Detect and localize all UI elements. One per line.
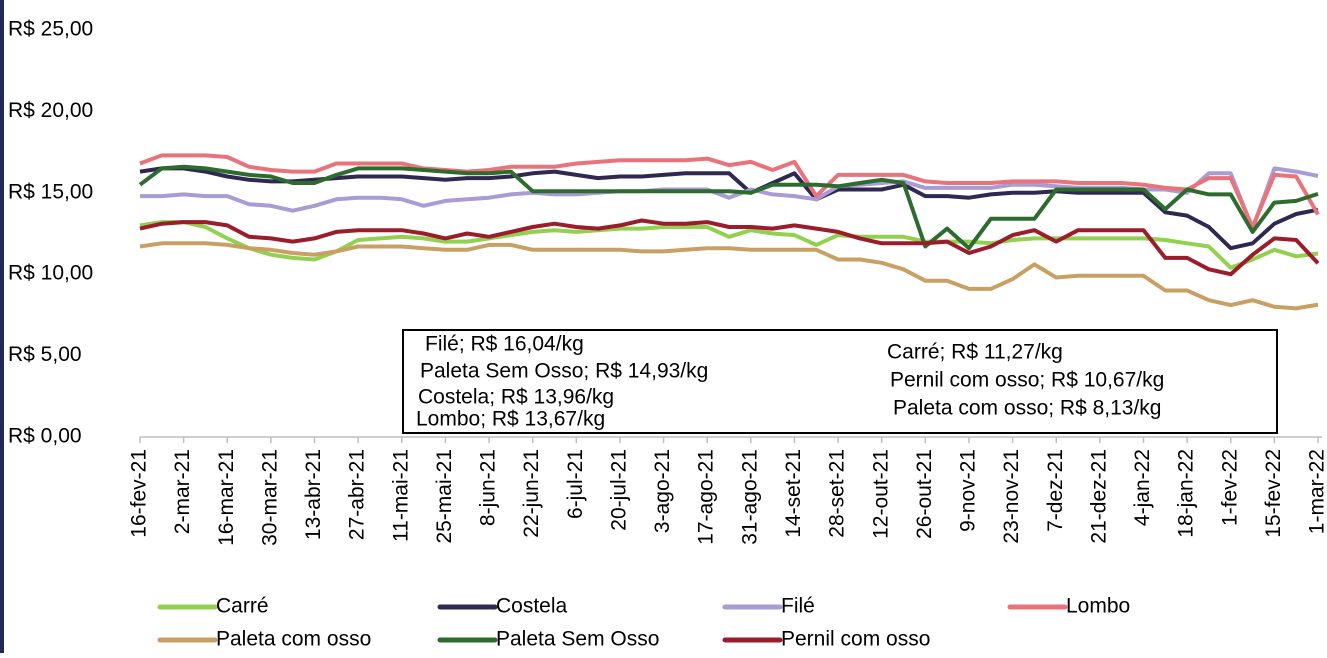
x-tick-label: 16-fev-21: [128, 449, 151, 538]
y-tick-label: R$ 15,00: [8, 180, 93, 203]
legend-label: Filé: [781, 595, 815, 618]
x-tick-label: 9-nov-21: [957, 449, 980, 532]
series-line: [140, 166, 1319, 231]
x-tick-label: 30-mar-21: [258, 449, 281, 546]
x-tick-label: 31-ago-21: [738, 449, 761, 545]
x-tick-label: 22-jun-21: [520, 449, 543, 538]
legend-label: Paleta Sem Osso: [496, 628, 659, 651]
legend-label: Lombo: [1066, 595, 1130, 618]
annotation-box: [402, 329, 1278, 434]
annotation: Costela; R$ 13,96/kg: [418, 386, 614, 409]
legend-label: Pernil com osso: [781, 628, 930, 651]
x-tick-label: 13-abr-21: [302, 449, 325, 540]
x-tick-label: 27-abr-21: [346, 449, 369, 540]
annotation: Filé; R$ 16,04/kg: [425, 333, 584, 356]
series-line: [139, 241, 1319, 311]
series-line: [138, 164, 1319, 251]
y-tick-label: R$ 5,00: [8, 343, 82, 366]
x-tick-label: 15-fev-22: [1262, 449, 1285, 538]
x-tick-label: 3-ago-21: [651, 449, 674, 533]
x-tick-label: 23-nov-21: [1000, 449, 1023, 544]
legend-label: Carré: [216, 595, 269, 618]
legend-label: Costela: [496, 595, 568, 618]
x-tick-label: 18-jan-22: [1175, 449, 1198, 538]
x-tick-label: 25-mai-21: [433, 449, 456, 544]
x-tick-label: 4-jan-22: [1131, 449, 1154, 526]
annotation: Paleta com osso; R$ 8,13/kg: [893, 397, 1161, 420]
annotation: Carré; R$ 11,27/kg: [887, 341, 1063, 364]
annotation: Paleta Sem Osso; R$ 14,93/kg: [420, 360, 708, 383]
y-tick-label: R$ 10,00: [8, 262, 93, 285]
legend-label: Paleta com osso: [216, 628, 371, 651]
x-tick-label: 28-set-21: [826, 449, 849, 538]
x-tick-label: 21-dez-21: [1087, 449, 1110, 544]
x-tick-label: 14-set-21: [782, 449, 805, 538]
x-tick-label: 16-mar-21: [215, 449, 238, 546]
annotation: Pernil com osso; R$ 10,67/kg: [890, 369, 1164, 392]
left-border: [0, 0, 4, 653]
x-tick-label: 7-dez-21: [1044, 449, 1067, 532]
x-tick-label: 6-jul-21: [564, 449, 587, 519]
x-tick-label: 2-mar-21: [171, 449, 194, 534]
x-tick-label: 1-mar-22: [1306, 449, 1327, 534]
series-line: [139, 218, 1320, 277]
annotation: Lombo; R$ 13,67/kg: [416, 408, 605, 431]
series-line: [139, 153, 1320, 229]
series-line: [139, 166, 1319, 251]
x-tick-label: 12-out-21: [869, 449, 892, 539]
y-tick-label: R$ 20,00: [8, 99, 93, 122]
x-tick-label: 11-mai-21: [389, 449, 412, 542]
x-tick-label: 17-ago-21: [695, 449, 718, 545]
x-tick-label: 20-jul-21: [607, 449, 630, 531]
x-tick-label: 8-jun-21: [477, 449, 500, 526]
x-tick-label: 26-out-21: [913, 449, 936, 539]
x-tick-label: 1-fev-22: [1218, 449, 1241, 526]
y-tick-label: R$ 0,00: [8, 425, 82, 448]
y-tick-label: R$ 25,00: [8, 18, 93, 41]
